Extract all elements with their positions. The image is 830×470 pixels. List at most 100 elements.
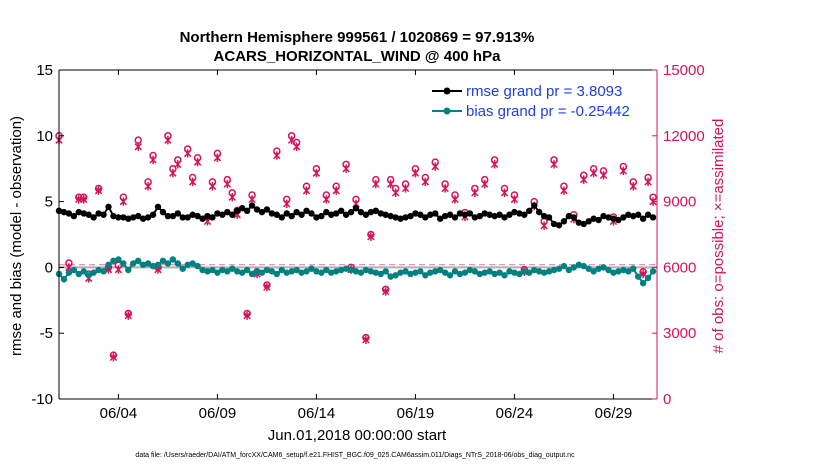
bias-point bbox=[70, 266, 78, 274]
obs-assimilated-point bbox=[401, 184, 410, 193]
bias-point bbox=[234, 268, 241, 275]
obs-assimilated-point bbox=[500, 188, 509, 198]
obs-assimilated-point bbox=[391, 188, 400, 198]
obs-assimilated-point bbox=[471, 188, 479, 198]
rmse-point bbox=[95, 210, 102, 217]
bias-point bbox=[95, 266, 102, 274]
bias-point bbox=[560, 262, 568, 270]
rmse-point bbox=[412, 210, 419, 217]
bias-point bbox=[432, 268, 439, 275]
obs-assimilated-point bbox=[287, 135, 296, 145]
rmse-point bbox=[545, 214, 553, 221]
rmse-point bbox=[308, 210, 315, 217]
bias-point bbox=[362, 266, 370, 274]
rmse-point bbox=[446, 211, 454, 218]
rmse-point bbox=[144, 214, 152, 221]
obs-assimilated-point bbox=[193, 157, 202, 167]
obs-assimilated-point bbox=[451, 195, 459, 204]
rmse-point bbox=[90, 214, 97, 221]
bias-point bbox=[253, 268, 261, 275]
bias-point bbox=[159, 257, 167, 265]
obs-assimilated-point bbox=[312, 168, 321, 178]
obs-assimilated-point bbox=[362, 335, 370, 344]
obs-assimilated-point bbox=[149, 155, 157, 165]
rmse-point bbox=[610, 215, 617, 222]
bias-point bbox=[575, 261, 582, 268]
rmse-point bbox=[288, 212, 295, 220]
bias-point bbox=[461, 269, 469, 276]
obs-assimilated-point bbox=[510, 195, 519, 204]
rmse-point bbox=[234, 207, 241, 215]
rmse-point bbox=[70, 212, 78, 220]
rmse-point bbox=[565, 212, 573, 220]
x-axis-label: Jun.01,2018 00:00:00 start bbox=[268, 427, 447, 444]
bias-point bbox=[110, 257, 117, 265]
chart-subtitle: ACARS_HORIZONTAL_WIND @ 400 hPa bbox=[214, 48, 502, 65]
obs-assimilated-point bbox=[550, 160, 558, 169]
rmse-point bbox=[139, 215, 147, 222]
rmse-point bbox=[555, 222, 563, 229]
rmse-point bbox=[466, 210, 474, 217]
bias-point bbox=[174, 260, 182, 267]
bias-point bbox=[620, 266, 627, 274]
obs-assimilated-point bbox=[411, 168, 420, 178]
rmse-point bbox=[615, 216, 622, 224]
bias-point bbox=[615, 268, 622, 275]
rmse-point bbox=[105, 203, 112, 211]
obs-assimilated-point bbox=[441, 184, 449, 193]
y-axis-label-right: # of obs: o=possible; ×=assimilated bbox=[710, 119, 727, 354]
bias-point bbox=[298, 269, 305, 276]
y-tick-label-right: 12000 bbox=[663, 128, 705, 145]
bias-point bbox=[372, 269, 380, 276]
rmse-point bbox=[273, 211, 281, 218]
obs-assimilated-point bbox=[183, 149, 192, 158]
rmse-point bbox=[149, 211, 157, 218]
bias-point bbox=[649, 268, 657, 275]
bias-point bbox=[471, 268, 479, 275]
y-tick-label-left: 5 bbox=[45, 194, 53, 211]
bias-point bbox=[417, 268, 424, 275]
bias-point bbox=[590, 268, 597, 275]
bias-point bbox=[357, 269, 365, 276]
rmse-point bbox=[649, 214, 657, 221]
bias-point bbox=[526, 269, 533, 276]
rmse-point bbox=[293, 208, 300, 216]
legend-box bbox=[426, 75, 654, 123]
rmse-point bbox=[337, 207, 345, 215]
rmse-point bbox=[511, 208, 518, 216]
bias-point bbox=[85, 272, 92, 279]
bias-point bbox=[273, 270, 281, 278]
bias-point bbox=[214, 269, 221, 276]
bias-point bbox=[496, 269, 503, 276]
obs-assimilated-point bbox=[169, 168, 177, 178]
obs-assimilated-point bbox=[124, 311, 133, 320]
y-tick-label-right: 9000 bbox=[663, 194, 696, 211]
bias-point bbox=[481, 269, 488, 276]
bias-point bbox=[125, 266, 132, 274]
obs-assimilated-point bbox=[109, 353, 118, 362]
legend-bias-label: bias grand pr = -0.25442 bbox=[466, 103, 630, 120]
rmse-point bbox=[387, 212, 394, 220]
bias-point bbox=[456, 270, 464, 278]
obs-assimilated-point bbox=[629, 182, 637, 191]
rmse-point bbox=[100, 211, 107, 218]
rmse-point bbox=[382, 211, 389, 218]
rmse-point bbox=[179, 214, 186, 221]
obs-assimilated-point bbox=[540, 221, 548, 230]
bias-point bbox=[179, 265, 186, 272]
bias-point bbox=[288, 268, 295, 275]
bias-point bbox=[545, 268, 553, 275]
bias-point bbox=[516, 270, 523, 278]
bias-point bbox=[521, 268, 528, 275]
obs-assimilated-point bbox=[619, 166, 628, 176]
bias-point bbox=[436, 266, 444, 274]
rmse-point bbox=[560, 218, 568, 225]
rmse-point bbox=[159, 208, 167, 216]
obs-assimilated-point bbox=[213, 153, 222, 162]
rmse-point bbox=[575, 219, 582, 226]
obs-assimilated-point bbox=[332, 186, 340, 195]
obs-assimilated-point bbox=[282, 199, 291, 208]
bias-point bbox=[476, 270, 483, 278]
rmse-point bbox=[164, 212, 172, 220]
bias-point bbox=[605, 266, 612, 274]
